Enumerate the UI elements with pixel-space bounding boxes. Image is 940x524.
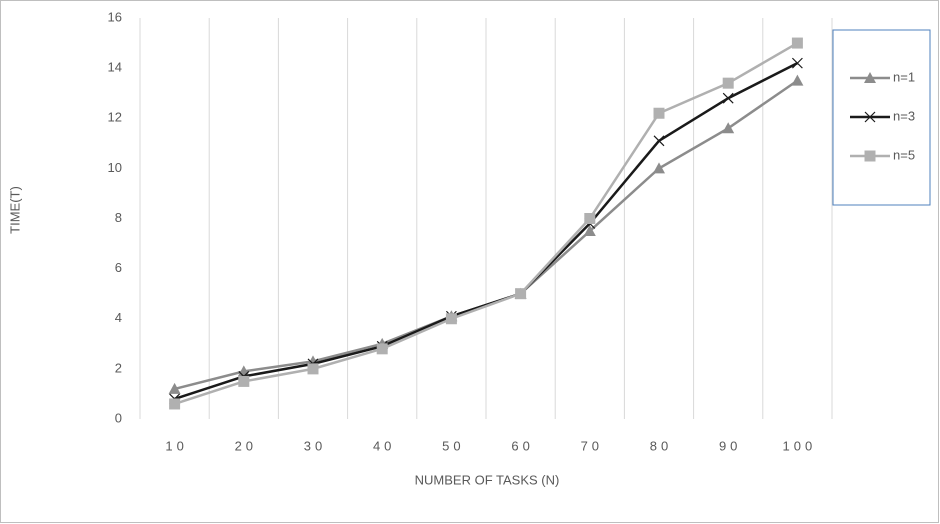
y-tick-label: 14 — [108, 60, 122, 75]
x-tick-label: 50 — [442, 438, 464, 453]
y-tick-label: 12 — [108, 110, 122, 125]
y-tick-label: 8 — [115, 210, 122, 225]
x-tick-label: 70 — [581, 438, 603, 453]
legend-label: n=1 — [893, 69, 915, 84]
marker — [515, 288, 527, 300]
marker — [791, 74, 804, 86]
x-axis-label: NUMBER OF TASKS (N) — [415, 472, 560, 487]
marker — [376, 343, 388, 355]
x-tick-label: 100 — [783, 438, 817, 453]
marker — [722, 77, 734, 89]
y-tick-label: 16 — [108, 9, 122, 24]
marker — [864, 111, 876, 123]
x-tick-label: 40 — [373, 438, 395, 453]
marker — [864, 150, 876, 162]
marker — [722, 122, 735, 134]
marker — [653, 107, 665, 119]
legend-label: n=5 — [893, 147, 915, 162]
legend-label: n=3 — [893, 108, 915, 123]
marker — [653, 135, 665, 147]
marker — [584, 213, 596, 224]
x-tick-label: 90 — [719, 438, 741, 453]
y-tick-label: 2 — [115, 360, 122, 375]
y-tick-label: 4 — [115, 310, 122, 325]
marker — [169, 398, 181, 410]
marker — [722, 92, 734, 104]
x-tick-label: 30 — [304, 438, 326, 453]
marker — [653, 162, 665, 174]
y-tick-label: 10 — [108, 160, 122, 175]
marker — [307, 363, 319, 375]
marker — [791, 37, 803, 49]
x-tick-label: 20 — [235, 438, 257, 453]
marker — [238, 375, 250, 387]
y-tick-label: 6 — [115, 260, 122, 275]
marker — [583, 225, 596, 237]
marker — [445, 313, 457, 325]
y-tick-label: 0 — [115, 410, 122, 425]
marker — [791, 57, 803, 69]
y-axis-label: TIME(T) — [7, 186, 22, 234]
x-tick-label: 10 — [165, 438, 187, 453]
x-tick-label: 80 — [650, 438, 672, 453]
x-tick-label: 60 — [511, 438, 533, 453]
series-line — [174, 41, 799, 406]
marker — [864, 72, 876, 83]
marker — [168, 382, 181, 394]
